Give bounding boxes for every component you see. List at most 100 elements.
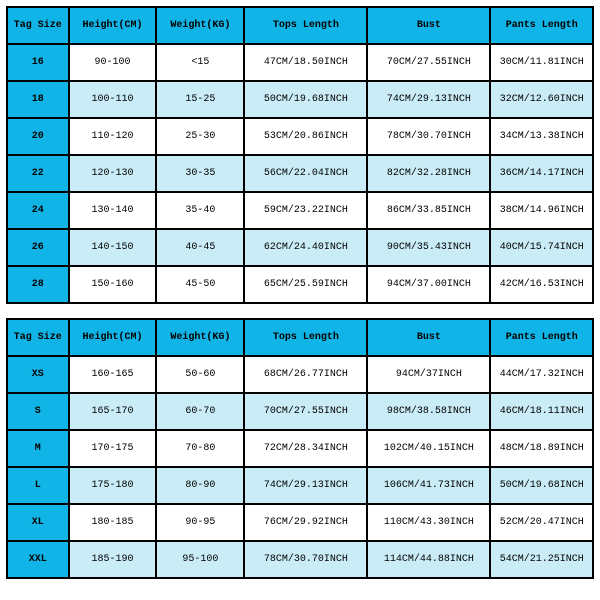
cell: 68CM/26.77INCH: [244, 356, 367, 393]
cell: 54CM/21.25INCH: [490, 541, 593, 578]
size-table-kids: Tag Size Height(CM) Weight(KG) Tops Leng…: [6, 6, 594, 304]
cell: 18: [7, 81, 69, 118]
cell: 16: [7, 44, 69, 81]
cell: 30-35: [156, 155, 244, 192]
cell: 20: [7, 118, 69, 155]
cell: L: [7, 467, 69, 504]
cell: 72CM/28.34INCH: [244, 430, 367, 467]
cell: 175-180: [69, 467, 157, 504]
size-table-adults: Tag Size Height(CM) Weight(KG) Tops Leng…: [6, 318, 594, 579]
cell: 59CM/23.22INCH: [244, 192, 367, 229]
col-pants: Pants Length: [490, 7, 593, 44]
col-pants: Pants Length: [490, 319, 593, 356]
cell: 94CM/37.00INCH: [367, 266, 490, 303]
cell: XS: [7, 356, 69, 393]
cell: 45-50: [156, 266, 244, 303]
cell: 50CM/19.68INCH: [244, 81, 367, 118]
table-row: L175-18080-9074CM/29.13INCH106CM/41.73IN…: [7, 467, 593, 504]
cell: 82CM/32.28INCH: [367, 155, 490, 192]
cell: 140-150: [69, 229, 157, 266]
cell: 62CM/24.40INCH: [244, 229, 367, 266]
cell: 100-110: [69, 81, 157, 118]
col-tops: Tops Length: [244, 319, 367, 356]
table-row: 26140-15040-4562CM/24.40INCH90CM/35.43IN…: [7, 229, 593, 266]
cell: S: [7, 393, 69, 430]
cell: 50CM/19.68INCH: [490, 467, 593, 504]
col-tagsize: Tag Size: [7, 319, 69, 356]
table-row: 1690-100<1547CM/18.50INCH70CM/27.55INCH3…: [7, 44, 593, 81]
cell: 30CM/11.81INCH: [490, 44, 593, 81]
table-row: 20110-12025-3053CM/20.86INCH78CM/30.70IN…: [7, 118, 593, 155]
table-row: XS160-16550-6068CM/26.77INCH94CM/37INCH4…: [7, 356, 593, 393]
cell: 70-80: [156, 430, 244, 467]
col-tops: Tops Length: [244, 7, 367, 44]
table-row: S165-17060-7070CM/27.55INCH98CM/38.58INC…: [7, 393, 593, 430]
cell: 40-45: [156, 229, 244, 266]
cell: 165-170: [69, 393, 157, 430]
cell: 32CM/12.60INCH: [490, 81, 593, 118]
cell: 110-120: [69, 118, 157, 155]
cell: 22: [7, 155, 69, 192]
cell: 53CM/20.86INCH: [244, 118, 367, 155]
cell: 24: [7, 192, 69, 229]
cell: XXL: [7, 541, 69, 578]
cell: 130-140: [69, 192, 157, 229]
cell: 47CM/18.50INCH: [244, 44, 367, 81]
cell: 42CM/16.53INCH: [490, 266, 593, 303]
cell: 52CM/20.47INCH: [490, 504, 593, 541]
cell: 26: [7, 229, 69, 266]
cell: 95-100: [156, 541, 244, 578]
table-row: 22120-13030-3556CM/22.04INCH82CM/32.28IN…: [7, 155, 593, 192]
cell: 46CM/18.11INCH: [490, 393, 593, 430]
cell: 44CM/17.32INCH: [490, 356, 593, 393]
cell: 170-175: [69, 430, 157, 467]
cell: 34CM/13.38INCH: [490, 118, 593, 155]
cell: 185-190: [69, 541, 157, 578]
cell: 70CM/27.55INCH: [244, 393, 367, 430]
cell: 114CM/44.88INCH: [367, 541, 490, 578]
col-tagsize: Tag Size: [7, 7, 69, 44]
cell: 86CM/33.85INCH: [367, 192, 490, 229]
cell: 36CM/14.17INCH: [490, 155, 593, 192]
table-row: 18100-11015-2550CM/19.68INCH74CM/29.13IN…: [7, 81, 593, 118]
table-header-row: Tag Size Height(CM) Weight(KG) Tops Leng…: [7, 7, 593, 44]
cell: 28: [7, 266, 69, 303]
col-weight: Weight(KG): [156, 7, 244, 44]
cell: 90CM/35.43INCH: [367, 229, 490, 266]
cell: <15: [156, 44, 244, 81]
cell: 98CM/38.58INCH: [367, 393, 490, 430]
cell: 78CM/30.70INCH: [367, 118, 490, 155]
cell: 35-40: [156, 192, 244, 229]
cell: 60-70: [156, 393, 244, 430]
cell: 38CM/14.96INCH: [490, 192, 593, 229]
cell: 102CM/40.15INCH: [367, 430, 490, 467]
cell: 94CM/37INCH: [367, 356, 490, 393]
col-weight: Weight(KG): [156, 319, 244, 356]
cell: XL: [7, 504, 69, 541]
cell: 76CM/29.92INCH: [244, 504, 367, 541]
cell: 50-60: [156, 356, 244, 393]
cell: 25-30: [156, 118, 244, 155]
col-height: Height(CM): [69, 7, 157, 44]
table-row: 24130-14035-4059CM/23.22INCH86CM/33.85IN…: [7, 192, 593, 229]
cell: 74CM/29.13INCH: [244, 467, 367, 504]
cell: 110CM/43.30INCH: [367, 504, 490, 541]
cell: 65CM/25.59INCH: [244, 266, 367, 303]
cell: 120-130: [69, 155, 157, 192]
cell: 80-90: [156, 467, 244, 504]
col-height: Height(CM): [69, 319, 157, 356]
cell: 40CM/15.74INCH: [490, 229, 593, 266]
table-row: M170-17570-8072CM/28.34INCH102CM/40.15IN…: [7, 430, 593, 467]
cell: 74CM/29.13INCH: [367, 81, 490, 118]
cell: 106CM/41.73INCH: [367, 467, 490, 504]
table-header-row: Tag Size Height(CM) Weight(KG) Tops Leng…: [7, 319, 593, 356]
cell: 70CM/27.55INCH: [367, 44, 490, 81]
cell: 180-185: [69, 504, 157, 541]
table-row: XL180-18590-9576CM/29.92INCH110CM/43.30I…: [7, 504, 593, 541]
cell: 15-25: [156, 81, 244, 118]
cell: 150-160: [69, 266, 157, 303]
table-row: XXL185-19095-10078CM/30.70INCH114CM/44.8…: [7, 541, 593, 578]
cell: 56CM/22.04INCH: [244, 155, 367, 192]
col-bust: Bust: [367, 7, 490, 44]
cell: 90-95: [156, 504, 244, 541]
